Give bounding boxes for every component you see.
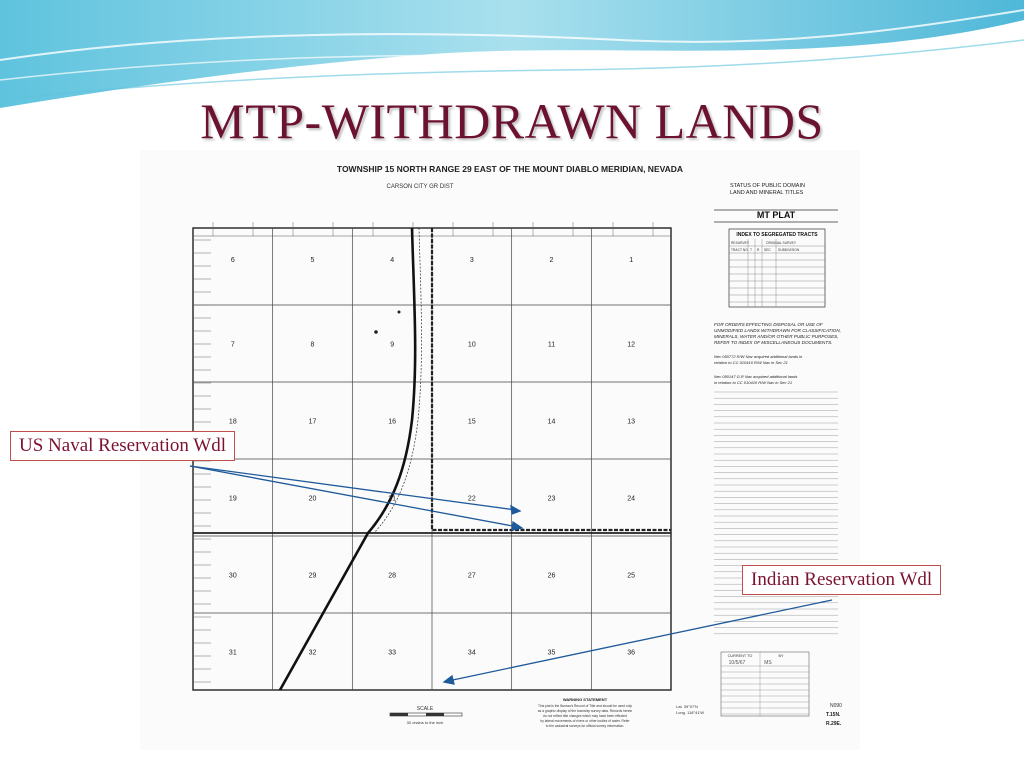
svg-text:Nev 050772 R/W Nav acquired ad: Nev 050772 R/W Nav acquired additional l…: [714, 354, 803, 359]
index-table: [728, 228, 826, 308]
svg-text:Lat. 39°07'N: Lat. 39°07'N: [676, 704, 698, 709]
svg-text:Long. 118°41'W: Long. 118°41'W: [676, 710, 704, 715]
naval-arrow-2: [189, 465, 519, 528]
section-number: 16: [388, 419, 396, 426]
svg-text:10/5/67: 10/5/67: [729, 660, 746, 666]
plat-sheet: [140, 150, 860, 750]
section-number: 22: [468, 496, 476, 503]
section-number: 20: [309, 496, 317, 503]
section-number: 36: [627, 650, 635, 657]
svg-text:Nev 050147 G.R Nav acquired ad: Nev 050147 G.R Nav acquired additional l…: [714, 374, 797, 379]
section-number: 35: [548, 650, 556, 657]
header-wave-decoration: [0, 0, 1024, 108]
svg-text:T: T: [750, 248, 752, 252]
plat-district: CARSON CITY GR DIST: [387, 184, 454, 190]
svg-text:ORIGINAL SURVEY: ORIGINAL SURVEY: [766, 241, 797, 245]
svg-text:R: R: [757, 248, 760, 252]
svg-text:SEC: SEC: [764, 248, 771, 252]
svg-text:to the cadastral surveys for o: to the cadastral surveys for official su…: [546, 724, 625, 728]
status-line2: LAND AND MINERAL TITLES: [730, 190, 804, 196]
section-number: 32: [309, 650, 317, 657]
section-number: 7: [231, 342, 235, 349]
section-number: 21: [388, 496, 396, 503]
section-number: 18: [229, 419, 237, 426]
section-number: 15: [468, 419, 476, 426]
scale-caption: 30 chains to the inch: [407, 720, 444, 725]
section-number: 5: [311, 257, 315, 264]
svg-text:MS: MS: [764, 660, 772, 666]
section-number: 1: [629, 257, 633, 264]
section-number: 28: [388, 573, 396, 580]
section-number: 27: [468, 573, 476, 580]
naval-arrowhead-1: [510, 504, 522, 515]
section-number: 14: [548, 419, 556, 426]
withdrawal-boundary: [430, 228, 671, 532]
section-number: 17: [309, 419, 317, 426]
section-number: 2: [550, 257, 554, 264]
svg-text:R.29E.: R.29E.: [826, 721, 842, 727]
svg-text:SUBDIVISION: SUBDIVISION: [778, 248, 800, 252]
callout-arrows: [189, 465, 833, 685]
indian-arrow: [447, 599, 833, 682]
callout-naval-reservation: US Naval Reservation Wdl: [10, 431, 236, 461]
svg-text:N090: N090: [830, 703, 842, 709]
section-number: 9: [390, 342, 394, 349]
section-number: 19: [229, 496, 237, 503]
svg-text:This plat is the Bureau's Reco: This plat is the Bureau's Record of Titl…: [538, 704, 632, 708]
section-number: 3: [470, 257, 474, 264]
section-number: 11: [548, 342, 555, 349]
index-title: INDEX TO SEGREGATED TRACTS: [736, 232, 818, 238]
section-number: 10: [468, 342, 476, 349]
plat-type: MT PLAT: [757, 210, 796, 220]
naval-arrowhead-2: [511, 520, 524, 531]
slide-title: MTP-WITHDRAWN LANDS: [200, 93, 824, 149]
svg-text:CURRENT TO: CURRENT TO: [728, 654, 753, 658]
svg-text:MINERALS, WATER AND/OR OTHER P: MINERALS, WATER AND/OR OTHER PUBLIC PURP…: [714, 334, 838, 339]
section-number: 24: [627, 496, 635, 503]
section-number: 23: [548, 496, 556, 503]
section-number: 34: [468, 650, 476, 657]
section-number: 6: [231, 257, 235, 264]
svg-text:TRACT NO: TRACT NO: [731, 248, 748, 252]
svg-text:T.15N.: T.15N.: [826, 712, 841, 718]
svg-text:as a graphic display of the to: as a graphic display of the township sur…: [538, 709, 633, 713]
svg-text:relation to CC 010410 R/W Nav: relation to CC 010410 R/W Nav in Sec 21: [714, 360, 788, 365]
plat-heading: TOWNSHIP 15 NORTH RANGE 29 EAST OF THE M…: [337, 164, 683, 174]
callout-indian-reservation: Indian Reservation Wdl: [742, 565, 942, 595]
section-number: 12: [627, 342, 635, 349]
scale-label: SCALE: [417, 706, 434, 712]
svg-text:in relation to CC 010410 R/W N: in relation to CC 010410 R/W Nav in Sec …: [714, 380, 792, 385]
svg-text:by lateral movements of rivers: by lateral movements of rivers or other …: [540, 719, 630, 723]
section-number: 8: [311, 342, 315, 349]
warning-title: WARNING STATEMENT: [563, 697, 608, 702]
railroad-line: [278, 227, 417, 691]
section-number: 33: [388, 650, 396, 657]
feature-point: [397, 310, 401, 314]
svg-text:REFER TO INDEX OF MISCELLANEOU: REFER TO INDEX OF MISCELLANEOUS DOCUMENT…: [714, 340, 833, 345]
section-number: 13: [627, 419, 635, 426]
section-number: 30: [229, 573, 237, 580]
section-number: 26: [548, 573, 556, 580]
naval-arrow-1: [189, 465, 517, 511]
svg-text:FOR ORDERS EFFECTING DISPOSAL: FOR ORDERS EFFECTING DISPOSAL OR USE OF: [714, 322, 824, 327]
section-number: 25: [627, 573, 635, 580]
svg-text:RESURVEY: RESURVEY: [731, 241, 750, 245]
status-line1: STATUS OF PUBLIC DOMAIN: [730, 183, 805, 189]
section-number: 31: [229, 650, 237, 657]
svg-text:BY: BY: [778, 654, 784, 658]
section-number: 29: [309, 573, 317, 580]
feature-point: [374, 330, 378, 334]
svg-text:UNMODIFIED LANDS WITHDRAWN FOR: UNMODIFIED LANDS WITHDRAWN FOR CLASSIFIC…: [714, 328, 841, 333]
svg-text:do not reflect title changes w: do not reflect title changes which may h…: [543, 714, 627, 718]
indian-arrowhead: [442, 674, 455, 685]
section-number: 4: [390, 257, 394, 264]
